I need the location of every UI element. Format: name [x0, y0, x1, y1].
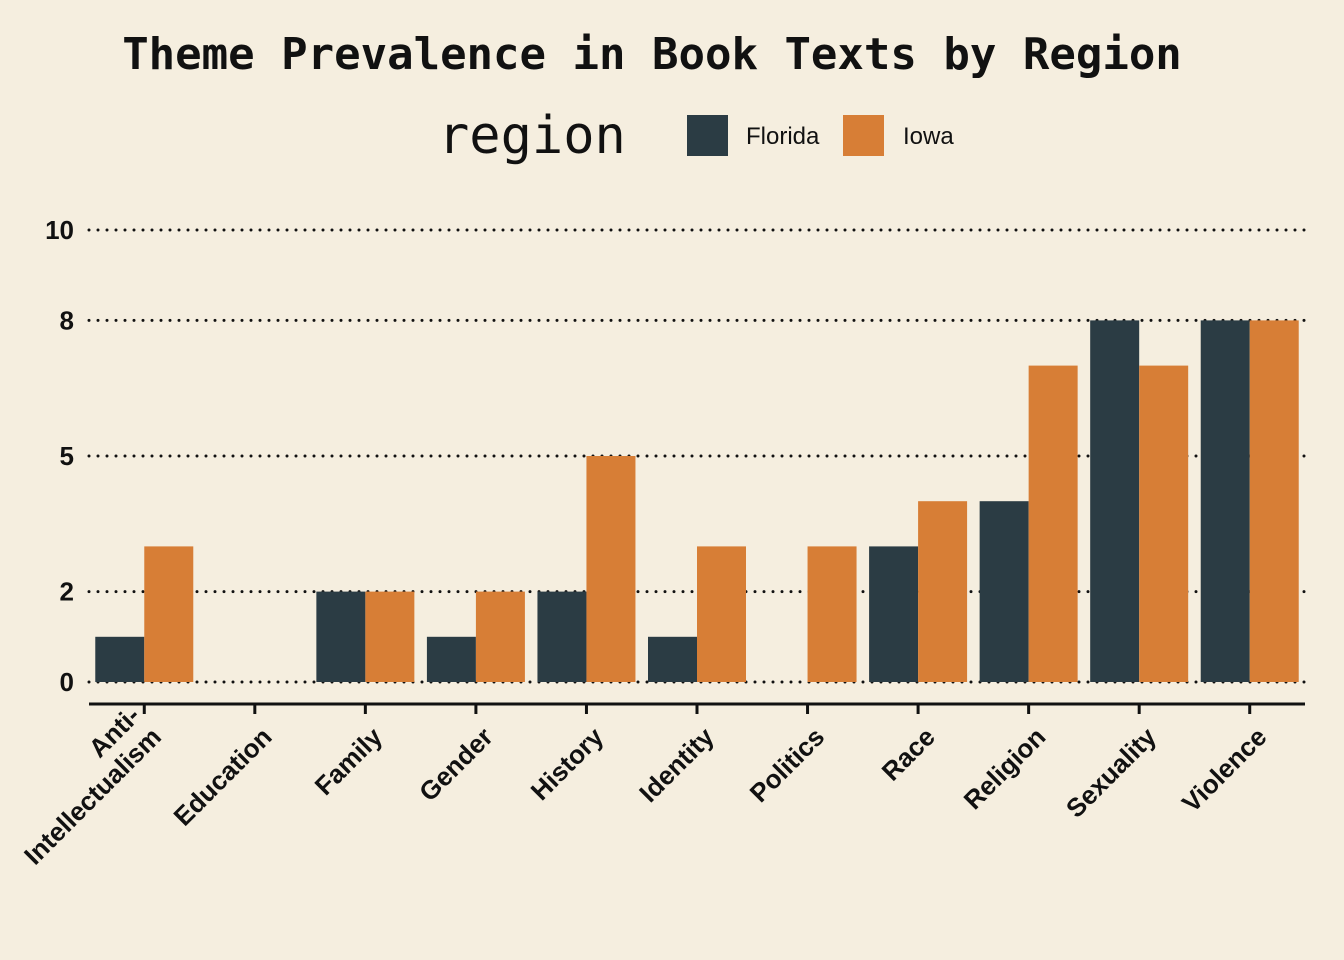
bar-florida-8 — [979, 501, 1029, 682]
bar-florida-9 — [1090, 320, 1140, 682]
bar-iowa-9 — [1139, 365, 1189, 682]
y-axis-ticks: 0 2 5 8 10 — [45, 215, 74, 697]
x-tick-label: Sexuality — [1060, 721, 1162, 823]
y-tick-label: 2 — [60, 577, 74, 607]
legend-title: region — [438, 106, 626, 166]
legend-swatch-iowa — [843, 115, 884, 156]
legend-label-florida: Florida — [746, 123, 820, 150]
x-tick-label: Race — [876, 722, 941, 787]
bar-florida-3 — [426, 636, 476, 682]
x-tick-label: Gender — [413, 722, 499, 808]
x-tick-label: Identity — [633, 721, 720, 808]
x-tick-label: Education — [167, 722, 277, 832]
bar-iowa-7 — [918, 501, 968, 682]
y-tick-label: 5 — [60, 441, 74, 471]
bar-iowa-10 — [1249, 320, 1299, 682]
bars — [95, 320, 1299, 682]
bar-florida-0 — [95, 636, 145, 682]
bar-iowa-4 — [586, 456, 636, 682]
bar-florida-5 — [648, 636, 697, 682]
x-tick-label: History — [525, 721, 610, 806]
legend-swatch-florida — [687, 115, 728, 156]
chart-title: Theme Prevalence in Book Texts by Region — [122, 29, 1182, 80]
x-tick-label: Politics — [744, 722, 831, 809]
bar-iowa-2 — [365, 591, 415, 682]
x-tick-label: Violence — [1176, 722, 1272, 818]
legend: region Florida Iowa — [438, 106, 954, 166]
y-tick-label: 10 — [45, 215, 74, 245]
y-tick-label: 8 — [60, 305, 74, 335]
y-tick-label: 0 — [60, 667, 74, 697]
bar-iowa-3 — [475, 591, 525, 682]
bar-florida-4 — [537, 591, 587, 682]
bar-florida-2 — [316, 591, 366, 682]
bar-florida-10 — [1200, 320, 1250, 682]
bar-iowa-0 — [144, 546, 194, 682]
x-tick-label: Anti-Intellectualism — [0, 700, 167, 870]
bar-florida-7 — [869, 546, 919, 682]
bar-iowa-6 — [807, 546, 857, 682]
legend-label-iowa: Iowa — [903, 123, 954, 150]
x-axis-ticks: Anti-Intellectualism Education Family Gende… — [0, 700, 1272, 870]
x-tick-label: Religion — [958, 722, 1052, 816]
bar-iowa-8 — [1028, 365, 1078, 682]
x-tick-label: Family — [309, 721, 389, 801]
bar-iowa-5 — [697, 546, 746, 682]
